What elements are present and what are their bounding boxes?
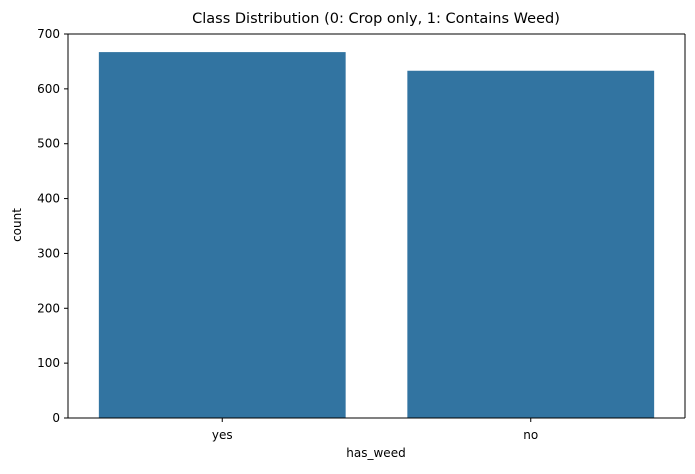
y-tick-label: 700 (37, 27, 60, 41)
y-tick-label: 400 (37, 192, 60, 206)
bars-layer (98, 52, 655, 419)
chart-title: Class Distribution (0: Crop only, 1: Con… (192, 11, 560, 27)
y-tick-label: 600 (37, 82, 60, 96)
y-tick-label: 300 (37, 246, 60, 260)
y-ticks: 0 100 200 300 400 500 600 700 (37, 27, 68, 425)
x-tick-label: yes (212, 428, 233, 442)
y-tick-label: 500 (37, 137, 60, 151)
x-ticks: yes no (212, 418, 538, 442)
y-tick-label: 100 (37, 356, 60, 370)
x-axis-label: has_weed (346, 446, 405, 460)
x-tick-label: no (523, 428, 538, 442)
bar-yes (98, 52, 346, 419)
bar-no (407, 70, 655, 419)
axes-layer (67, 33, 686, 419)
y-axis-label: count (10, 208, 24, 242)
y-tick-label: 0 (52, 411, 60, 425)
y-tick-label: 200 (37, 301, 60, 315)
